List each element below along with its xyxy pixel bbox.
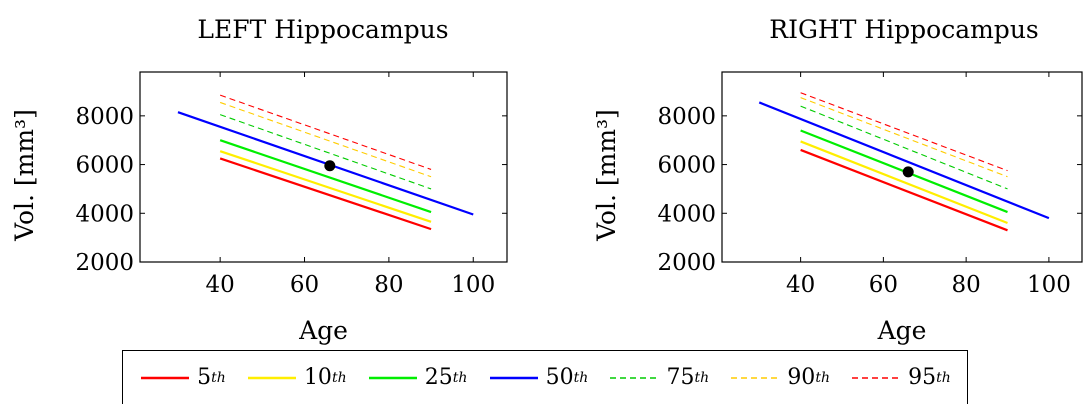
series-line-75th (219, 114, 432, 190)
subject-data-point (902, 166, 914, 178)
legend-label: 25 (424, 365, 453, 390)
chart-title: LEFT Hippocampus (197, 15, 448, 44)
series-line-5th (219, 157, 432, 231)
x-axis-label: Age (298, 316, 348, 345)
series-line-95th (800, 92, 1008, 172)
x-tick-label: 60 (290, 272, 319, 298)
y-tick-label: 8000 (75, 104, 134, 130)
y-tick-label: 6000 (657, 153, 716, 179)
series-line-90th (219, 101, 432, 178)
legend-label: 95 (908, 365, 937, 390)
chart-panel-left: LEFT Hippocampus 40 60 80 100 2000 4000 6000 800… (10, 15, 508, 345)
series-line-10th (219, 150, 432, 223)
plot-frame (721, 71, 1083, 263)
legend-label-suffix: th (452, 369, 468, 386)
x-tick-label: 100 (1027, 272, 1071, 298)
y-tick-label: 6000 (75, 153, 134, 179)
chart-panel-right: RIGHT Hippocampus 40 60 80 100 2000 4000 6000 80… (592, 15, 1083, 345)
series-line-90th (800, 97, 1008, 178)
x-axis-label: Age (877, 316, 927, 345)
series-line-50th (758, 101, 1050, 220)
plot-frame (139, 71, 508, 263)
legend-label-suffix: th (936, 369, 951, 386)
legend-label: 10 (303, 365, 332, 390)
legend-label: 75 (666, 365, 695, 390)
legend-label: 90 (787, 365, 816, 390)
charts-canvas: LEFT Hippocampus 40 60 80 100 2000 4000 6000 800… (10, 15, 1083, 345)
y-axis-label: Vol. [mm³] (592, 109, 621, 242)
y-tick-label: 4000 (75, 201, 134, 227)
chart-title: RIGHT Hippocampus (769, 15, 1039, 44)
legend-label: 50 (545, 365, 574, 390)
legend-label-suffix: th (815, 369, 830, 386)
y-tick-label: 2000 (75, 250, 134, 276)
series-line-10th (800, 140, 1008, 225)
y-tick-label: 4000 (657, 201, 716, 227)
legend-label: 5 (197, 365, 212, 390)
x-tick-label: 40 (786, 272, 815, 298)
series-line-5th (800, 148, 1008, 232)
x-tick-label: 80 (374, 272, 403, 298)
legend-label-suffix: th (573, 369, 589, 386)
x-tick-label: 80 (951, 272, 980, 298)
x-tick-label: 40 (206, 272, 235, 298)
subject-data-point (324, 160, 336, 172)
legend-label-suffix: th (694, 369, 710, 386)
y-tick-label: 2000 (657, 250, 716, 276)
x-tick-label: 60 (869, 272, 898, 298)
series-line-75th (800, 105, 1008, 190)
legend-label-suffix: th (331, 369, 347, 386)
y-axis-label: Vol. [mm³] (10, 109, 39, 242)
y-tick-label: 8000 (657, 104, 716, 130)
series-line-25th (219, 139, 432, 214)
legend-label-suffix: th (211, 369, 226, 386)
x-tick-label: 100 (451, 272, 495, 298)
series-line-95th (219, 94, 432, 170)
